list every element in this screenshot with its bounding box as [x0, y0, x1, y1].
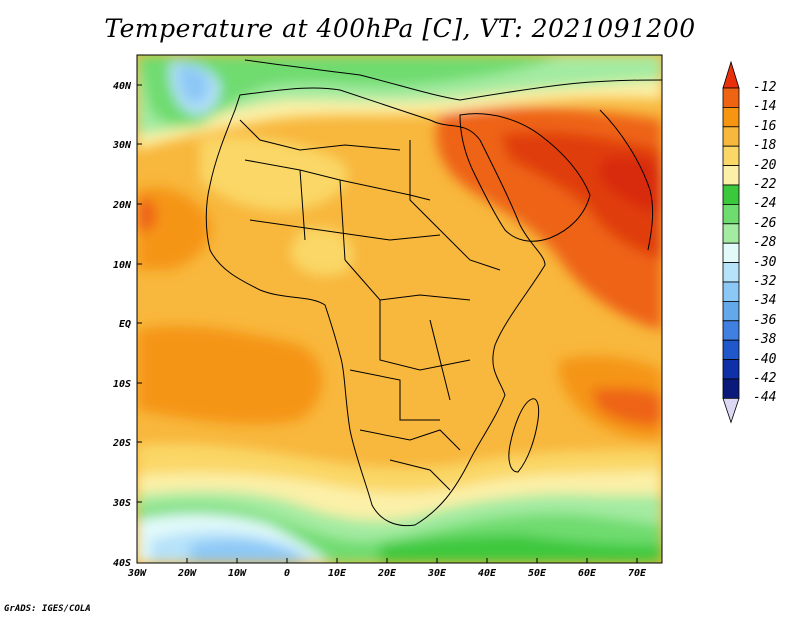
- colorbar-swatch: [722, 262, 740, 283]
- colorbar-top-arrow: [722, 60, 740, 89]
- lon-axis: 30W 20W 10W 0 10E 20E 30E 40E 50E 60E 70…: [127, 568, 647, 579]
- lat-label: EQ: [119, 319, 131, 330]
- colorbar-label: -40: [753, 351, 777, 367]
- lat-label: 10S: [113, 379, 131, 390]
- lat-label: 20S: [112, 438, 131, 449]
- lon-label: 20W: [177, 568, 197, 579]
- colorbar-swatch: [722, 223, 740, 244]
- credit-text: GrADS: IGES/COLA: [4, 604, 91, 614]
- colorbar-label: -34: [753, 293, 777, 309]
- lon-label: 60E: [578, 568, 597, 579]
- lon-label: 20E: [377, 568, 397, 579]
- lat-label: 10N: [113, 260, 132, 271]
- colorbar-label: -26: [753, 215, 777, 231]
- lon-label: 30E: [427, 568, 447, 579]
- lon-label: 70E: [628, 568, 647, 579]
- colorbar-label: -14: [753, 99, 777, 115]
- lon-label: 10W: [228, 568, 247, 579]
- colorbar-bottom-arrow: [722, 397, 740, 424]
- colorbar-swatch: [722, 300, 740, 322]
- colorbar-label: -22: [753, 177, 777, 192]
- colorbar-label: -42: [753, 371, 777, 386]
- colorbar-label: -32: [753, 274, 777, 289]
- lat-label: 30S: [112, 498, 131, 509]
- lon-label: 0: [284, 568, 290, 579]
- colorbar-swatch: [722, 378, 740, 399]
- lon-label: 10E: [328, 568, 347, 579]
- lat-label: 40S: [113, 558, 131, 569]
- lat-label: 30N: [112, 140, 132, 151]
- colorbar-swatch: [722, 87, 740, 108]
- colorbar-swatch: [722, 320, 740, 341]
- colorbar-swatch: [722, 126, 740, 147]
- map-frame: [136, 54, 663, 564]
- coastlines: [205, 59, 662, 527]
- colorbar-label: -16: [753, 118, 777, 134]
- colorbar-label: -12: [753, 80, 777, 95]
- colorbar-label: -20: [753, 157, 777, 173]
- lon-label: 50E: [528, 568, 547, 579]
- colorbar-label: -18: [753, 138, 777, 154]
- temperature-field: [137, 55, 662, 563]
- colorbar-swatch: [722, 242, 740, 263]
- colorbar-swatch: [722, 184, 740, 205]
- colorbar-label: -30: [753, 254, 777, 270]
- colorbar-label: -44: [753, 390, 777, 406]
- colorbar-swatch: [722, 165, 740, 186]
- lat-axis: 40N 30N 20N 10N EQ 10S 20S 30S 40S: [112, 81, 132, 569]
- lat-label: 20N: [112, 200, 132, 211]
- lon-label: 40E: [478, 568, 497, 579]
- colorbar-swatch: [722, 107, 740, 128]
- colorbar-swatch: [722, 281, 740, 302]
- colorbar-swatch: [722, 359, 740, 380]
- lat-label: 40N: [113, 81, 132, 92]
- colorbar-label: -36: [753, 312, 777, 328]
- colorbar-swatch: [722, 203, 740, 225]
- colorbar-swatch: [722, 145, 740, 166]
- lon-label: 30W: [127, 568, 147, 579]
- colorbar-label: -28: [753, 235, 777, 251]
- colorbar-swatch: [722, 339, 740, 361]
- colorbar: [722, 60, 740, 424]
- colorbar-label: -24: [753, 196, 777, 212]
- colorbar-label: -38: [753, 332, 777, 348]
- map-title: Temperature at 400hPa [C], VT: 202109120…: [104, 14, 696, 43]
